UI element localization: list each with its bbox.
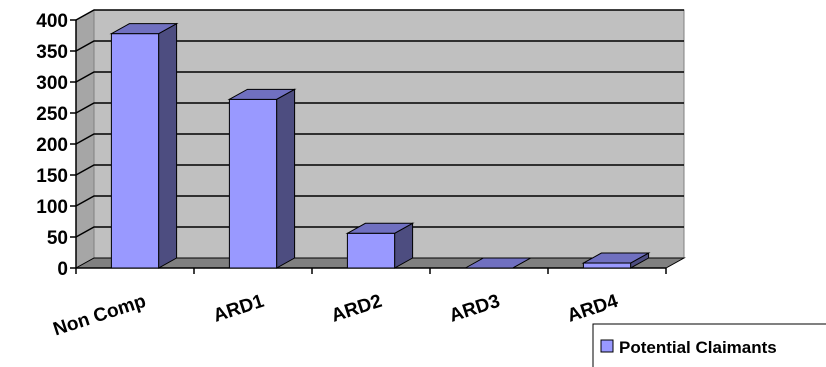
gridline	[75, 133, 684, 145]
gridlines	[75, 9, 684, 238]
bar	[581, 252, 651, 269]
bar-front	[110, 33, 160, 269]
y-tick-label: 0	[57, 259, 68, 280]
legend-swatch	[600, 339, 614, 353]
gridline	[75, 102, 684, 114]
y-axis	[70, 19, 77, 269]
bar-top	[581, 252, 651, 264]
bar	[227, 88, 297, 269]
y-tick-label: 400	[36, 11, 68, 32]
legend: Potential Claimants	[592, 323, 826, 367]
y-tick-label: 250	[36, 104, 68, 125]
x-axis	[75, 267, 667, 274]
x-tick-label: ARD1	[211, 291, 267, 327]
bar-side	[276, 88, 296, 269]
bar-front	[346, 232, 396, 269]
bar-front	[582, 262, 632, 269]
y-tick-label: 350	[36, 42, 68, 63]
y-tick-label: 50	[47, 228, 68, 249]
bar-top	[463, 257, 533, 269]
bar-top	[109, 23, 179, 35]
gridline	[75, 40, 684, 52]
bar-top	[227, 88, 297, 100]
bar	[109, 22, 179, 269]
legend-label: Potential Claimants	[619, 338, 777, 357]
y-tick-label: 300	[36, 73, 68, 94]
bars	[109, 22, 651, 269]
bar-front	[228, 98, 278, 269]
bar	[345, 222, 415, 269]
y-tick-label: 100	[36, 197, 68, 218]
bar-top	[345, 222, 415, 234]
bar-side	[158, 22, 178, 269]
x-tick-label: ARD2	[329, 291, 385, 327]
legend-box	[592, 323, 826, 367]
gridline	[75, 226, 684, 238]
gridline	[75, 9, 684, 21]
y-tick-label: 150	[36, 166, 68, 187]
gridline	[75, 164, 684, 176]
gridline	[75, 195, 684, 207]
y-tick-label: 200	[36, 135, 68, 156]
gridline	[75, 71, 684, 83]
x-tick-labels: Non Comp ARD1 ARD2 ARD3 ARD4	[51, 291, 621, 341]
bar	[463, 257, 533, 269]
x-tick-label: Non Comp	[51, 291, 149, 341]
y-tick-labels: 0 50 100 150 200 250 300 350 400	[36, 11, 68, 280]
x-tick-label: ARD4	[565, 291, 621, 327]
x-tick-label: ARD3	[447, 291, 503, 327]
